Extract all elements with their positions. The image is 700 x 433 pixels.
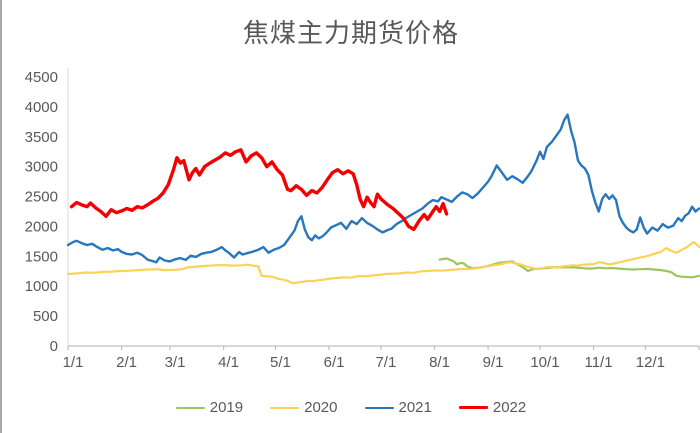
x-axis-tick-label: 3/1 <box>165 354 186 371</box>
legend-item-2022: 2022 <box>458 399 527 416</box>
legend-line-swatch-2021 <box>364 406 394 409</box>
x-axis-tick-label: 6/1 <box>324 354 345 371</box>
y-axis-tick-label: 4500 <box>25 69 58 86</box>
legend-line-swatch-2020 <box>270 406 300 409</box>
x-axis-tick-label: 11/1 <box>584 354 612 371</box>
legend-item-2019: 2019 <box>175 399 244 416</box>
x-axis-tick-label: 12/1 <box>636 354 665 371</box>
legend-line-swatch-2019 <box>175 406 205 409</box>
legend-label-2022: 2022 <box>492 399 527 416</box>
legend-item-2021: 2021 <box>364 399 432 416</box>
series-line-2020 <box>66 241 700 285</box>
legend-label-2020: 2020 <box>304 399 338 416</box>
x-axis-tick-label: 1/1 <box>63 354 84 371</box>
x-axis-tick-label: 10/1 <box>530 354 559 371</box>
y-axis-tick-label: 4000 <box>25 99 58 116</box>
x-axis-tick-label: 2/1 <box>116 354 137 371</box>
legend-label-2019: 2019 <box>209 399 244 416</box>
legend-line-swatch-2022 <box>458 406 488 409</box>
legend-label-2021: 2021 <box>398 399 432 416</box>
x-axis-tick-label: 4/1 <box>218 354 239 371</box>
y-axis-tick-label: 3000 <box>25 159 58 176</box>
chart-legend: 2019 2020 2021 2022 <box>2 399 700 416</box>
y-axis-tick-label: 500 <box>33 308 58 325</box>
x-axis-tick-label: 7/1 <box>375 354 396 371</box>
chart-title: 焦煤主力期货价格 <box>242 18 459 48</box>
series-line-2021 <box>66 113 700 264</box>
x-axis-tick-label: 9/1 <box>483 354 504 371</box>
series-line-2022 <box>69 148 449 232</box>
y-axis-tick-label: 1000 <box>25 278 58 295</box>
y-axis-tick-label: 2500 <box>25 189 58 206</box>
legend-item-2020: 2020 <box>270 399 338 416</box>
y-axis-tick-label: 3500 <box>25 129 58 146</box>
y-axis-tick-label: 0 <box>50 338 58 355</box>
x-axis-tick-label: 8/1 <box>429 354 450 371</box>
y-axis-tick-label: 2000 <box>25 218 58 235</box>
y-axis-tick-label: 1500 <box>25 248 58 265</box>
x-axis-tick-label: 5/1 <box>270 354 291 371</box>
